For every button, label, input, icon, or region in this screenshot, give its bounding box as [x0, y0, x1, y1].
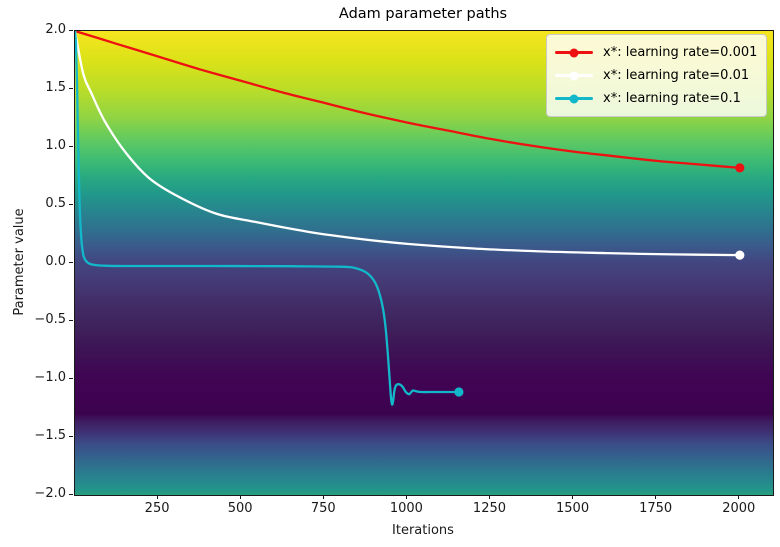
legend: x*: learning rate=0.001 x*: learning rate…: [546, 34, 767, 117]
x-tick-label: 750: [310, 501, 336, 516]
plot-area: x*: learning rate=0.001 x*: learning rate…: [74, 30, 774, 496]
legend-entry-label: x*: learning rate=0.01: [603, 68, 750, 83]
y-tick-label: 1.0: [45, 138, 66, 153]
y-tick-label: 0.5: [45, 196, 66, 211]
y-tick-label: 2.0: [45, 22, 66, 37]
x-tick: [572, 495, 574, 499]
x-tick: [655, 495, 657, 499]
x-tick: [156, 495, 158, 499]
legend-marker-dot: [569, 71, 579, 80]
legend-entry-1: x*: learning rate=0.01: [555, 64, 758, 87]
y-tick: [69, 261, 73, 263]
x-tick-label: 1250: [472, 501, 507, 516]
x-tick: [488, 495, 490, 499]
y-tick: [69, 319, 73, 321]
y-tick-label: −0.5: [34, 312, 66, 327]
series-line-0: [75, 31, 741, 170]
chart-title: Adam parameter paths: [338, 6, 508, 22]
legend-entry-0: x*: learning rate=0.001: [555, 41, 758, 64]
x-tick: [405, 495, 407, 499]
legend-entry-label: x*: learning rate=0.1: [603, 91, 741, 106]
x-tick-label: 500: [227, 501, 253, 516]
x-tick-label: 1000: [389, 501, 423, 516]
y-tick-label: −1.5: [34, 428, 66, 443]
legend-line-swatch: [555, 94, 593, 103]
legend-marker-dot: [569, 94, 579, 103]
y-tick: [69, 145, 73, 147]
y-tick: [69, 203, 73, 205]
y-tick: [69, 493, 73, 495]
y-tick-label: −2.0: [34, 486, 66, 501]
x-axis-label: Iterations: [392, 523, 454, 538]
x-tick-label: 1750: [639, 501, 673, 516]
y-tick-label: −1.0: [34, 370, 66, 385]
x-tick: [322, 495, 324, 499]
y-tick: [69, 29, 73, 31]
y-tick: [69, 87, 73, 89]
legend-entry-2: x*: learning rate=0.1: [555, 87, 758, 110]
y-tick: [69, 435, 73, 437]
x-tick-label: 250: [144, 501, 170, 516]
legend-entry-label: x*: learning rate=0.001: [603, 45, 758, 60]
legend-line-swatch: [555, 48, 593, 57]
series-end-marker-2: [454, 387, 464, 397]
legend-marker-dot: [569, 48, 579, 57]
legend-line-swatch: [555, 71, 593, 80]
x-tick: [239, 495, 241, 499]
series-line-2: [75, 31, 461, 406]
x-tick: [738, 495, 740, 499]
x-tick-label: 2000: [722, 501, 756, 516]
y-tick: [69, 377, 73, 379]
series-plot-svg: [75, 31, 745, 406]
y-tick-label: 0.0: [45, 254, 66, 269]
series-line-1: [75, 31, 741, 257]
y-tick-label: 1.5: [45, 80, 66, 95]
series-end-marker-0: [735, 163, 745, 173]
x-tick-label: 1500: [556, 501, 590, 516]
series-end-marker-1: [735, 250, 745, 260]
